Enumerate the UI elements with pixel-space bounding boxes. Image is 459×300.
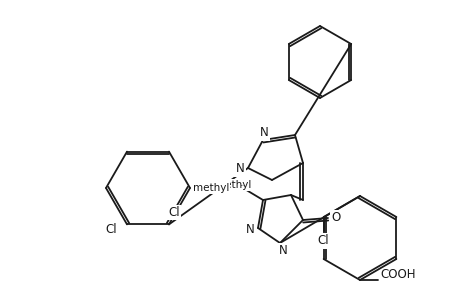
Text: COOH: COOH (379, 268, 414, 281)
Text: Cl: Cl (317, 235, 329, 248)
Text: N: N (278, 244, 287, 257)
Text: N: N (235, 163, 244, 176)
Text: methyl: methyl (214, 180, 251, 190)
Text: Cl: Cl (105, 223, 117, 236)
Text: N: N (245, 224, 254, 236)
Text: Cl: Cl (168, 206, 179, 219)
Text: methyl: methyl (241, 185, 246, 186)
Text: methyl: methyl (192, 183, 229, 193)
Text: N: N (259, 127, 268, 140)
Text: O: O (330, 212, 340, 224)
